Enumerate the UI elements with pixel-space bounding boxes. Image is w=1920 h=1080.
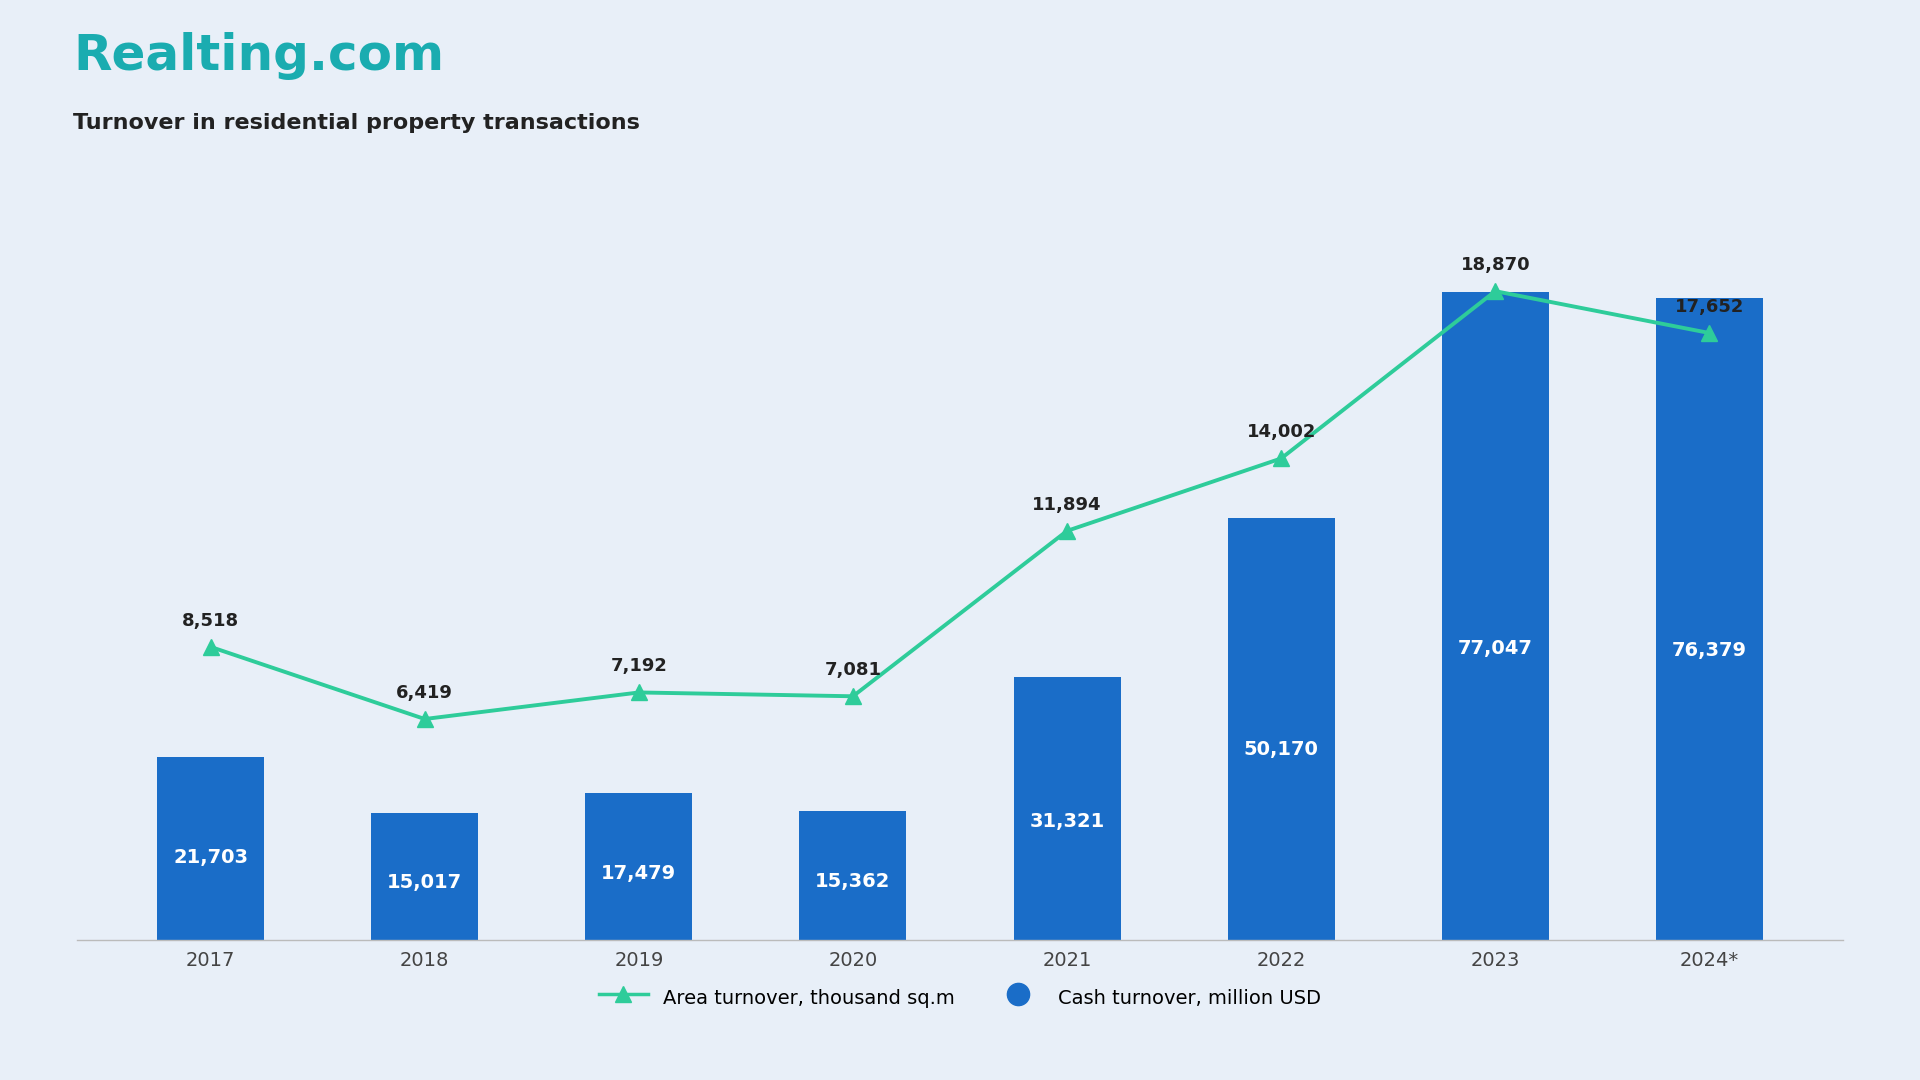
Text: 18,870: 18,870 xyxy=(1461,256,1530,274)
Bar xyxy=(1014,676,1121,940)
Bar xyxy=(1442,293,1549,940)
Text: 14,002: 14,002 xyxy=(1246,423,1315,442)
Text: 8,518: 8,518 xyxy=(182,611,240,630)
Text: 50,170: 50,170 xyxy=(1244,741,1319,759)
Text: 17,652: 17,652 xyxy=(1674,298,1743,315)
Text: 17,479: 17,479 xyxy=(601,864,676,883)
Bar xyxy=(586,793,693,940)
Bar xyxy=(799,811,906,940)
Bar xyxy=(1655,298,1763,940)
Bar xyxy=(1227,518,1334,940)
Text: 21,703: 21,703 xyxy=(173,848,248,867)
Text: 76,379: 76,379 xyxy=(1672,642,1747,660)
Text: 77,047: 77,047 xyxy=(1457,639,1532,658)
Text: 31,321: 31,321 xyxy=(1029,812,1104,831)
Text: Realting.com: Realting.com xyxy=(73,32,444,80)
Text: 11,894: 11,894 xyxy=(1033,496,1102,514)
Text: 7,081: 7,081 xyxy=(824,661,881,679)
Text: 15,017: 15,017 xyxy=(388,874,463,892)
Bar xyxy=(157,757,265,940)
Text: Turnover in residential property transactions: Turnover in residential property transac… xyxy=(73,113,639,134)
Text: 7,192: 7,192 xyxy=(611,658,668,675)
Text: 15,362: 15,362 xyxy=(816,872,891,891)
Text: 6,419: 6,419 xyxy=(396,684,453,702)
Bar xyxy=(371,813,478,940)
Legend: Area turnover, thousand sq.m, Cash turnover, million USD: Area turnover, thousand sq.m, Cash turno… xyxy=(591,977,1329,1016)
